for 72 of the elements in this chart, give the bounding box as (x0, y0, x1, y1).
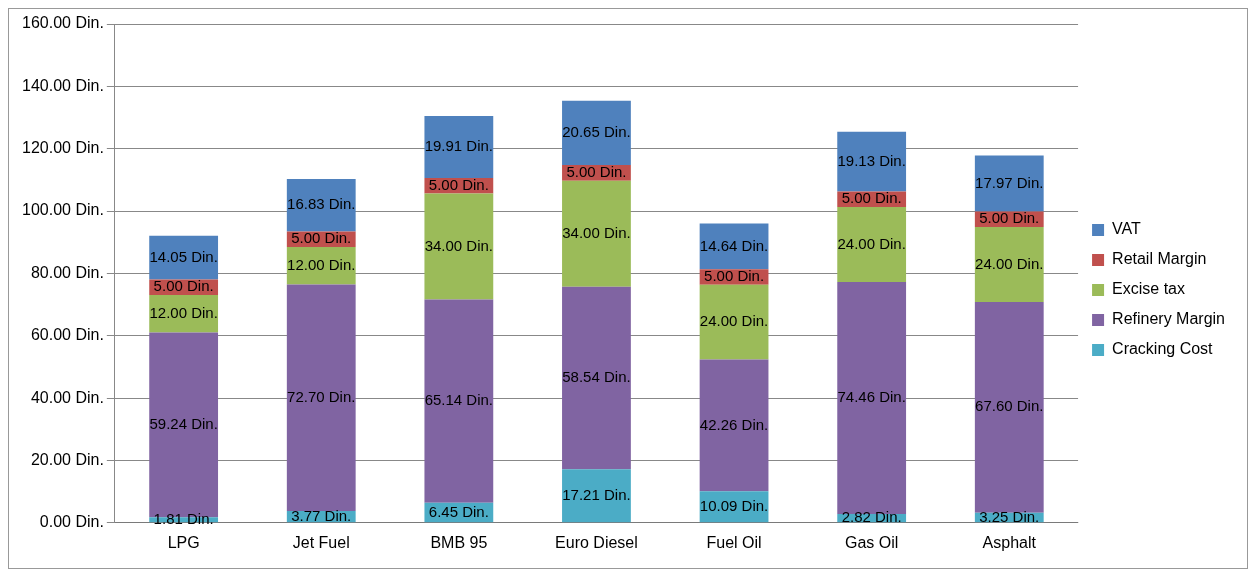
bar (974, 155, 1044, 212)
data-label: 5.00 Din. (153, 277, 214, 295)
data-label: 1.81 Din. (153, 509, 214, 527)
x-tick-label: Euro Diesel (555, 533, 638, 551)
bar (562, 180, 631, 287)
data-label: 5.00 Din. (841, 189, 902, 207)
data-label: 19.13 Din. (837, 151, 906, 169)
data-label: 74.46 Din. (837, 388, 906, 406)
data-label: 17.97 Din. (975, 173, 1044, 191)
bar (837, 131, 907, 192)
x-tick-label: Gas Oil (844, 533, 899, 551)
bar (562, 100, 631, 166)
bar (699, 359, 769, 492)
legend-label: Cracking Cost (1112, 340, 1214, 358)
y-tick-label: 0.00 Din. (39, 513, 104, 531)
data-label: 12.00 Din. (287, 255, 356, 273)
data-label: 14.05 Din. (149, 247, 218, 265)
y-tick-label: 160.00 Din. (21, 14, 104, 32)
y-tick-label: 80.00 Din. (30, 263, 104, 281)
data-label: 42.26 Din. (699, 415, 769, 433)
bar (837, 207, 907, 282)
data-label: 59.24 Din. (149, 414, 218, 432)
data-label: 58.54 Din. (562, 368, 631, 386)
data-label: 5.00 Din. (428, 175, 489, 193)
y-tick-label: 60.00 Din. (30, 326, 104, 344)
data-label: 5.00 Din. (704, 267, 765, 285)
data-label: 24.00 Din. (837, 234, 906, 252)
data-label: 12.00 Din. (149, 303, 218, 321)
data-label: 65.14 Din. (424, 391, 494, 409)
data-label: 5.00 Din. (291, 229, 352, 247)
legend-label: Retail Margin (1112, 250, 1207, 268)
data-label: 34.00 Din. (424, 236, 494, 254)
bar (974, 227, 1044, 302)
bar (974, 301, 1044, 513)
legend-label: VAT (1112, 220, 1142, 238)
data-label: 17.21 Din. (562, 485, 631, 503)
data-label: 34.00 Din. (562, 223, 631, 241)
data-label: 5.00 Din. (566, 163, 627, 180)
data-label: 24.00 Din. (975, 254, 1044, 272)
y-tick-label: 100.00 Din. (21, 201, 104, 219)
bar (562, 286, 631, 470)
data-label: 67.60 Din. (975, 397, 1044, 415)
y-tick-label: 20.00 Din. (30, 450, 104, 468)
data-label: 10.09 Din. (699, 496, 769, 514)
y-tick-label: 120.00 Din. (21, 139, 104, 157)
bar (699, 284, 769, 360)
data-label: 19.91 Din. (424, 137, 494, 155)
data-label: 14.64 Din. (699, 236, 769, 254)
bar (424, 299, 494, 503)
data-label: 24.00 Din. (699, 312, 769, 330)
bar (562, 469, 631, 523)
data-label: 3.25 Din. (979, 507, 1040, 525)
bar (286, 178, 356, 232)
data-label: 6.45 Din. (428, 502, 489, 520)
data-label: 5.00 Din. (979, 209, 1040, 227)
data-label: 2.82 Din. (841, 508, 902, 526)
bar (424, 193, 494, 300)
x-tick-label: Asphalt (982, 533, 1037, 551)
y-tick-label: 140.00 Din. (21, 76, 104, 94)
bar (286, 284, 356, 512)
x-tick-label: Fuel Oil (706, 533, 762, 551)
x-tick-label: LPG (167, 533, 200, 551)
legend-label: Excise tax (1112, 280, 1185, 298)
y-tick-label: 40.00 Din. (30, 388, 104, 406)
data-label: 3.77 Din. (291, 506, 352, 524)
data-label: 16.83 Din. (287, 195, 356, 213)
data-label: 72.70 Din. (287, 387, 356, 405)
x-tick-label: Jet Fuel (292, 533, 350, 551)
x-tick-label: BMB 95 (430, 533, 488, 551)
legend-label: Refinery Margin (1112, 310, 1226, 328)
bar (424, 115, 494, 179)
data-label: 20.65 Din. (562, 123, 631, 141)
